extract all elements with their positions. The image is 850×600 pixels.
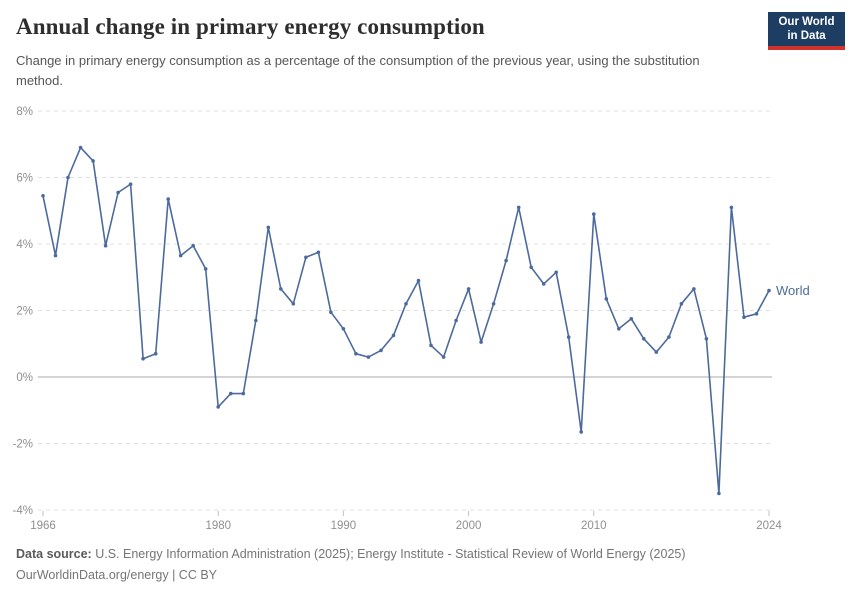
data-point-marker[interactable] <box>41 194 45 198</box>
data-point-marker[interactable] <box>91 159 95 163</box>
data-point-marker[interactable] <box>191 243 195 248</box>
data-point-marker[interactable] <box>216 405 220 409</box>
data-point-marker[interactable] <box>66 175 70 180</box>
owid-logo-line2: in Data <box>787 30 826 42</box>
data-point-marker[interactable] <box>454 318 458 323</box>
datasource-label: Data source: <box>16 547 92 561</box>
data-point-marker[interactable] <box>604 297 609 301</box>
chart-footer: Data source: U.S. Energy Information Adm… <box>16 544 836 587</box>
data-point-marker[interactable] <box>529 265 533 270</box>
data-point-marker[interactable] <box>466 287 471 291</box>
data-point-marker[interactable] <box>654 350 659 354</box>
data-point-marker[interactable] <box>141 356 145 361</box>
data-point-marker[interactable] <box>266 225 271 230</box>
data-point-marker[interactable] <box>554 270 558 275</box>
x-axis-tick-label: 1990 <box>331 520 357 532</box>
page-title: Annual change in primary energy consumpt… <box>16 14 485 39</box>
data-point-marker[interactable] <box>291 302 296 306</box>
data-point-marker[interactable] <box>254 318 258 323</box>
data-point-marker[interactable] <box>541 282 546 286</box>
data-point-marker[interactable] <box>767 288 771 293</box>
data-point-marker[interactable] <box>479 340 483 344</box>
energy-change-line-chart[interactable]: 8% 6% 4% 2% 0% -2% -4% 1966 1980 1990 2000 2010 2024… <box>0 100 850 545</box>
x-axis-tick-label: 2024 <box>756 520 782 532</box>
chart-subtitle: Change in primary energy consumption as … <box>16 53 700 88</box>
y-axis-tick-label: 4% <box>16 239 33 251</box>
data-point-marker[interactable] <box>116 190 120 195</box>
data-point-marker[interactable] <box>566 335 571 339</box>
license-text[interactable]: OurWorldinData.org/energy | CC BY <box>16 568 218 583</box>
y-axis-tick-label: 0% <box>16 372 33 384</box>
data-point-marker[interactable] <box>516 205 521 210</box>
data-point-marker[interactable] <box>742 315 746 319</box>
x-axis-tick-label: 1966 <box>30 520 56 532</box>
data-point-marker[interactable] <box>128 182 133 186</box>
data-point-marker[interactable] <box>504 258 508 263</box>
data-point-marker[interactable] <box>391 333 396 338</box>
data-point-marker[interactable] <box>754 312 759 316</box>
data-point-marker[interactable] <box>579 430 583 434</box>
data-point-marker[interactable] <box>491 302 496 306</box>
data-point-marker[interactable] <box>366 355 371 359</box>
data-point-marker[interactable] <box>229 391 233 396</box>
y-axis-tick-label: 6% <box>16 173 33 185</box>
data-point-marker[interactable] <box>354 351 358 356</box>
data-point-marker[interactable] <box>692 287 696 291</box>
owid-logo[interactable]: Our World in Data <box>768 12 845 50</box>
data-point-marker[interactable] <box>729 205 734 210</box>
y-axis-tick-label: 2% <box>16 306 33 318</box>
data-point-marker[interactable] <box>341 327 346 331</box>
data-point-marker[interactable] <box>203 267 208 271</box>
data-point-marker[interactable] <box>642 337 646 341</box>
data-point-marker[interactable] <box>153 351 158 356</box>
data-point-marker[interactable] <box>592 212 596 216</box>
world-series-line[interactable] <box>42 146 770 495</box>
data-point-marker[interactable] <box>279 287 283 291</box>
data-point-marker[interactable] <box>304 255 308 260</box>
data-point-marker[interactable] <box>667 335 671 339</box>
y-axis-tick-label: -2% <box>13 439 33 451</box>
data-point-marker[interactable] <box>103 243 108 248</box>
data-point-marker[interactable] <box>704 337 709 341</box>
x-axis-tick-label: 2000 <box>456 520 482 532</box>
data-point-marker[interactable] <box>416 278 421 283</box>
data-point-marker[interactable] <box>178 253 183 258</box>
data-point-marker[interactable] <box>78 145 83 150</box>
x-axis-tick-label: 2010 <box>581 520 607 532</box>
data-point-marker[interactable] <box>404 302 408 306</box>
data-point-marker[interactable] <box>617 327 621 331</box>
data-point-marker[interactable] <box>429 343 433 348</box>
data-point-marker[interactable] <box>379 348 383 353</box>
data-point-marker[interactable] <box>329 310 333 314</box>
data-point-marker[interactable] <box>166 197 170 201</box>
series-label-world[interactable]: World <box>776 283 810 298</box>
data-point-marker[interactable] <box>629 317 634 321</box>
data-point-marker[interactable] <box>441 355 446 359</box>
owid-logo-line1: Our World <box>778 15 835 28</box>
data-point-marker[interactable] <box>241 391 246 396</box>
x-axis-tick-label: 1980 <box>205 520 231 532</box>
data-point-marker[interactable] <box>316 250 321 255</box>
y-axis-tick-label: 8% <box>16 106 33 118</box>
y-axis-tick-label: -4% <box>13 505 33 517</box>
data-point-marker[interactable] <box>717 491 721 496</box>
datasource-text: U.S. Energy Information Administration (… <box>91 547 686 561</box>
data-point-marker[interactable] <box>679 302 684 306</box>
data-point-marker[interactable] <box>53 253 58 258</box>
